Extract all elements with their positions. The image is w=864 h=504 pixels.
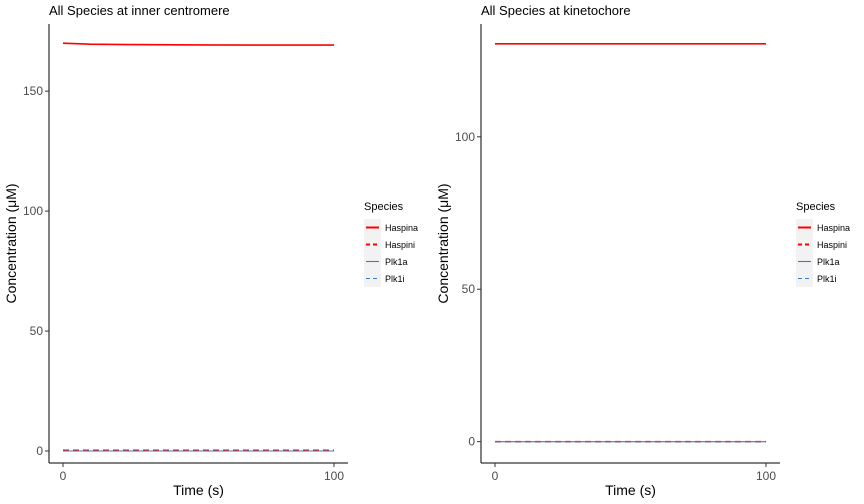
legend-entry-label: Plk1i <box>385 274 405 284</box>
y-axis-label: Concentration (μM) <box>3 183 19 303</box>
y-tick-label: 50 <box>30 324 44 338</box>
legend-title: Species <box>796 201 836 213</box>
x-tick-label: 100 <box>324 469 344 483</box>
legend-entry-label: Haspini <box>817 240 847 250</box>
chart-panel-2: All Species at kinetochore 0 50 100 0 100 Time… <box>435 3 850 498</box>
legend-entry-label: Haspini <box>385 240 415 250</box>
legend-entry-label: Haspina <box>817 223 850 233</box>
x-tick-label: 0 <box>60 469 67 483</box>
legend-title: Species <box>364 201 404 213</box>
x-axis-label: Time (s) <box>605 482 656 498</box>
x-tick-label: 100 <box>756 469 776 483</box>
chart-title: All Species at inner centromere <box>49 3 230 18</box>
legend-entry-label: Haspina <box>385 223 418 233</box>
legend-key-bg <box>364 236 381 253</box>
x-axis-label: Time (s) <box>173 482 224 498</box>
legend-key-bg <box>796 270 813 287</box>
y-tick-label: 0 <box>468 435 475 449</box>
y-tick-label: 100 <box>23 204 43 218</box>
chart-title: All Species at kinetochore <box>481 3 631 18</box>
legend-key-bg <box>796 236 813 253</box>
y-tick-label: 150 <box>23 84 43 98</box>
y-axis-label: Concentration (μM) <box>435 183 451 303</box>
legend-key-bg <box>364 270 381 287</box>
legend-entry-label: Plk1a <box>817 257 840 267</box>
legend-entry-label: Plk1a <box>385 257 408 267</box>
chart-panel-1: All Species at inner centromere 0 50 100 150… <box>3 3 418 498</box>
y-tick-label: 50 <box>462 282 476 296</box>
series-line-haspina <box>62 42 334 46</box>
x-tick-label: 0 <box>492 469 499 483</box>
legend-entry-label: Plk1i <box>817 274 837 284</box>
y-tick-label: 0 <box>36 444 43 458</box>
y-tick-label: 100 <box>455 130 475 144</box>
